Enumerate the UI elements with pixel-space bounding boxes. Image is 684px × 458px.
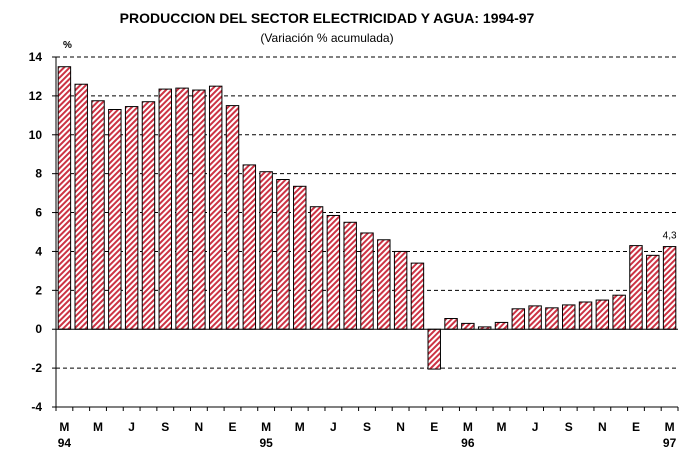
x-tick-label: S <box>161 420 169 434</box>
x-tick-label: M <box>261 420 271 434</box>
bar <box>74 83 88 330</box>
x-tick-label: J <box>532 420 539 434</box>
bar <box>562 304 576 330</box>
x-year-label: 95 <box>259 436 273 450</box>
x-tick-label: S <box>363 420 371 434</box>
x-year-label: 94 <box>58 436 72 450</box>
bar <box>91 100 105 330</box>
y-tick-label: 2 <box>35 283 42 297</box>
bar <box>208 85 223 330</box>
x-tick-label: E <box>632 420 640 434</box>
bar <box>175 87 189 330</box>
bar <box>444 318 458 330</box>
bar <box>158 88 172 330</box>
x-tick-label: M <box>59 420 69 434</box>
y-tick-label: 6 <box>35 206 42 220</box>
bar <box>578 301 593 330</box>
bar <box>124 106 139 330</box>
bar <box>646 254 660 330</box>
x-tick-label: S <box>565 420 573 434</box>
bar <box>461 322 475 330</box>
bar <box>377 239 391 330</box>
bar <box>192 89 206 330</box>
y-tick-label: 12 <box>29 89 43 103</box>
bar <box>57 66 72 330</box>
bar <box>108 109 122 330</box>
x-tick-label: E <box>229 420 237 434</box>
y-tick-label: 10 <box>29 128 43 142</box>
x-tick-label: M <box>93 420 103 434</box>
data-label: 4,3 <box>663 231 677 242</box>
y-tick-label: -2 <box>31 361 42 375</box>
y-tick-label: 8 <box>35 167 42 181</box>
bar <box>276 179 290 330</box>
bar <box>293 185 307 330</box>
bar <box>511 308 526 330</box>
bar <box>141 101 156 330</box>
bar <box>242 164 257 330</box>
x-tick-label: M <box>665 420 675 434</box>
bar <box>309 206 324 330</box>
x-tick-label: E <box>430 420 438 434</box>
bar <box>360 232 374 330</box>
y-tick-label: -4 <box>31 400 42 414</box>
y-tick-label: 14 <box>29 50 43 64</box>
x-tick-label: M <box>496 420 506 434</box>
x-tick-label: N <box>396 420 405 434</box>
bar <box>259 171 273 330</box>
x-tick-label: J <box>330 420 337 434</box>
chart-title: PRODUCCION DEL SECTOR ELECTRICIDAD Y AGU… <box>119 10 535 26</box>
y-tick-label: 0 <box>35 322 42 336</box>
bar <box>494 321 509 330</box>
y-tick-label: 4 <box>35 244 42 258</box>
x-tick-label: N <box>598 420 607 434</box>
x-tick-label: J <box>128 420 135 434</box>
bar <box>545 307 559 330</box>
bar <box>662 246 677 330</box>
x-year-label: 96 <box>461 436 475 450</box>
bar <box>595 299 610 330</box>
x-tick-label: M <box>295 420 305 434</box>
bar <box>410 262 425 330</box>
bar <box>427 328 441 370</box>
bar <box>612 294 626 330</box>
x-tick-label: N <box>195 420 204 434</box>
bar <box>629 245 643 330</box>
bar <box>528 305 542 330</box>
x-tick-label: M <box>463 420 473 434</box>
x-year-label: 97 <box>663 436 677 450</box>
bar <box>326 214 341 330</box>
bar <box>225 105 240 330</box>
bar <box>343 221 357 330</box>
bar <box>393 250 408 330</box>
y-axis-unit: % <box>63 40 72 51</box>
chart-subtitle: (Variación % acumulada) <box>260 31 394 45</box>
